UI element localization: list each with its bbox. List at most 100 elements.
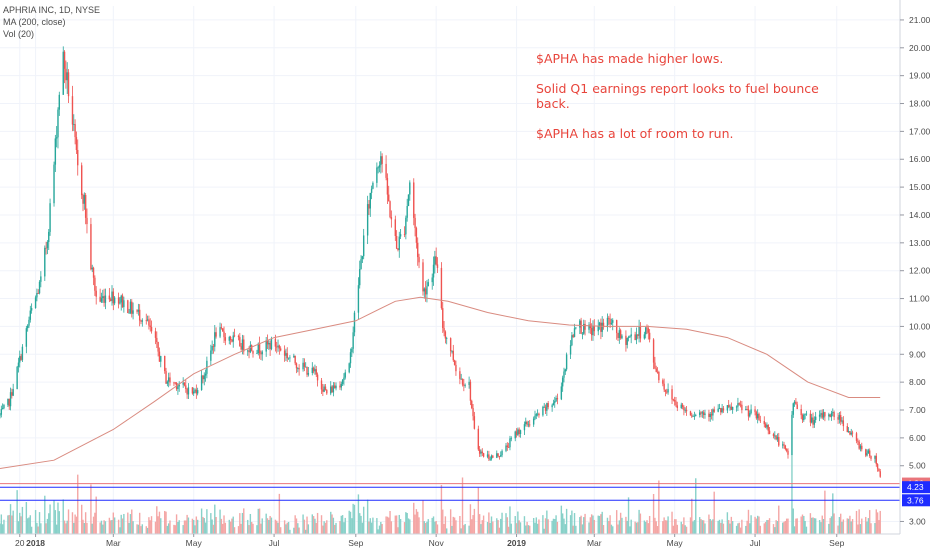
volume-bar (655, 521, 657, 534)
candle-body (29, 310, 32, 320)
volume-bar (626, 520, 628, 534)
volume-bar (766, 520, 768, 534)
candle (285, 348, 287, 361)
symbol-title[interactable]: APHRIA INC, 1D, NYSE (3, 5, 101, 15)
candle (0, 405, 3, 418)
volume-bar (482, 515, 485, 534)
candle (617, 332, 619, 342)
candle (28, 316, 30, 328)
candle (9, 387, 12, 411)
candle-body (490, 455, 493, 459)
candle (16, 365, 18, 390)
candle-body (515, 431, 518, 435)
candle (717, 404, 719, 413)
candle (830, 410, 833, 421)
volume-bar (700, 519, 702, 534)
volume-bar (311, 514, 313, 534)
text-annotation[interactable]: $APHA has made higher lows. Solid Q1 ear… (536, 51, 836, 141)
volume-bar (294, 515, 296, 534)
volume-bar (203, 518, 205, 534)
volume-indicator-label[interactable]: Vol (20) (3, 29, 35, 39)
volume-bar (210, 513, 212, 534)
candle (368, 199, 370, 216)
candle (627, 335, 630, 342)
candle (191, 387, 194, 395)
candle (311, 362, 313, 376)
candle (94, 275, 96, 296)
volume-bar (73, 522, 75, 534)
volume-bar (592, 515, 594, 534)
candle (279, 346, 282, 352)
candle (776, 433, 779, 442)
volume-bar (671, 511, 673, 534)
candle-body (453, 360, 456, 365)
volume-bar (306, 516, 308, 534)
candle (618, 327, 621, 344)
volume-bar (38, 512, 41, 534)
candle-body (805, 413, 808, 415)
volume-bar (538, 519, 540, 534)
volume-bar (111, 520, 113, 534)
candle-body (7, 398, 9, 405)
candle (523, 421, 526, 436)
candle (302, 358, 304, 372)
candle-body (169, 377, 171, 383)
candle (481, 448, 483, 456)
candle-body (652, 339, 655, 363)
candle-body (28, 319, 30, 326)
candle (713, 406, 715, 413)
volume-bar (287, 521, 290, 534)
volume-bar (635, 522, 638, 534)
candle (812, 412, 814, 429)
candle (306, 366, 308, 378)
price-tick-label: 6.00 (909, 433, 926, 443)
candle-body (683, 406, 685, 411)
volume-bar (720, 522, 722, 534)
candle (166, 380, 169, 387)
candle-body (666, 391, 668, 393)
candle (84, 192, 87, 225)
volume-bar (768, 518, 771, 534)
candle (782, 441, 784, 449)
volume-bar (376, 518, 378, 534)
volume-bar (156, 506, 158, 534)
candle-body (731, 406, 734, 410)
candle-body (680, 404, 682, 409)
volume-bar (647, 523, 650, 534)
candle (212, 344, 215, 354)
candle-body (803, 414, 805, 421)
candle (108, 288, 111, 303)
volume-bar (74, 514, 76, 534)
volume-bar (9, 504, 12, 534)
ma200-line[interactable] (0, 296, 881, 469)
candle (579, 319, 581, 335)
candle (543, 402, 545, 408)
volume-bar (277, 522, 279, 534)
candle-body (452, 350, 454, 361)
volume-bar (390, 521, 393, 534)
volume-bar (571, 510, 573, 534)
candle-body (601, 322, 603, 332)
price-tick-label: 21.00 (909, 15, 931, 25)
volume-bar (221, 523, 224, 534)
volume-bar (468, 525, 470, 534)
candle (708, 409, 710, 422)
volume-bar (755, 518, 758, 534)
price-axis[interactable] (900, 0, 932, 550)
volume-bar (498, 527, 501, 534)
candle (353, 310, 356, 337)
candle (509, 435, 511, 451)
volume-bar (204, 522, 207, 534)
candle (643, 331, 646, 340)
volume-bar (829, 518, 831, 534)
candle (842, 416, 845, 432)
candle (750, 404, 752, 415)
volume-bar (460, 528, 462, 534)
volume-bar (532, 517, 535, 534)
candle-body (571, 335, 573, 346)
ma-indicator-label[interactable]: MA (200, close) (3, 17, 66, 27)
candle-body (738, 403, 740, 405)
candle-body (65, 68, 67, 81)
candle (482, 452, 485, 458)
